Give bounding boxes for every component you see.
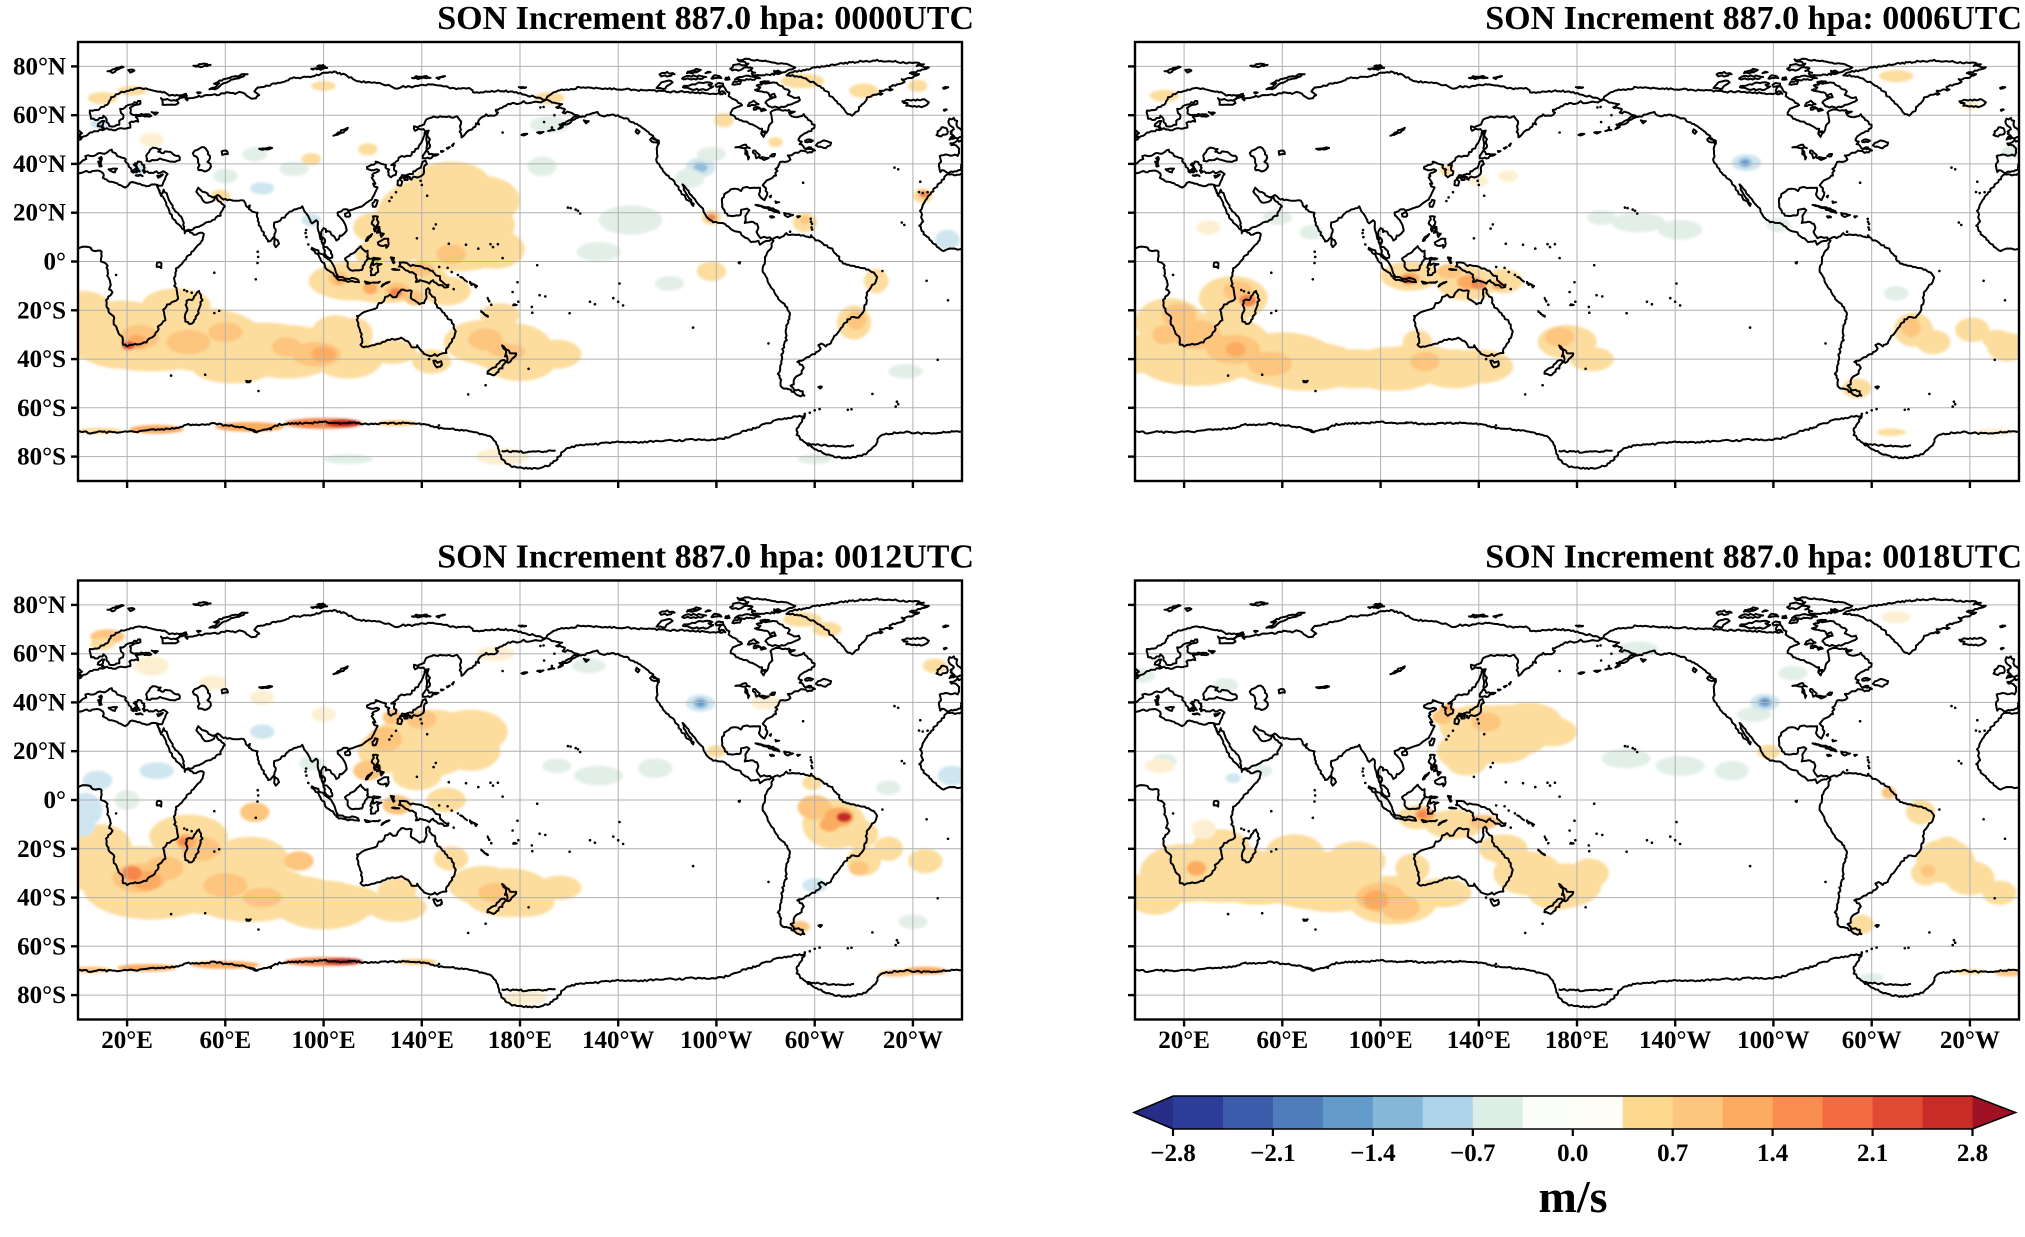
svg-text:60°N: 60°N <box>13 641 66 668</box>
svg-text:60°W: 60°W <box>1842 1027 1902 1054</box>
svg-text:140°W: 140°W <box>1639 1027 1712 1054</box>
svg-text:20°E: 20°E <box>101 1027 153 1054</box>
svg-text:20°N: 20°N <box>13 200 66 227</box>
svg-text:80°N: 80°N <box>13 592 66 619</box>
svg-text:20°W: 20°W <box>883 1027 943 1054</box>
svg-text:40°S: 40°S <box>17 346 66 373</box>
svg-text:180°E: 180°E <box>1545 1027 1609 1054</box>
svg-text:−2.1: −2.1 <box>1250 1140 1296 1167</box>
svg-text:0.0: 0.0 <box>1557 1140 1588 1167</box>
svg-text:SON Increment 887.0 hpa: 0012U: SON Increment 887.0 hpa: 0012UTC <box>437 539 974 576</box>
svg-text:m/s: m/s <box>1539 1171 1608 1222</box>
svg-text:40°N: 40°N <box>13 689 66 716</box>
svg-text:20°W: 20°W <box>1940 1027 2000 1054</box>
svg-text:60°S: 60°S <box>17 395 66 422</box>
svg-text:40°S: 40°S <box>17 885 66 912</box>
svg-text:−1.4: −1.4 <box>1350 1140 1396 1167</box>
svg-text:100°W: 100°W <box>1737 1027 1810 1054</box>
svg-text:SON Increment 887.0 hpa: 0000U: SON Increment 887.0 hpa: 0000UTC <box>437 0 974 37</box>
svg-text:2.8: 2.8 <box>1957 1140 1988 1167</box>
svg-text:20°N: 20°N <box>13 738 66 765</box>
svg-text:2.1: 2.1 <box>1857 1140 1888 1167</box>
svg-text:60°E: 60°E <box>199 1027 251 1054</box>
svg-text:100°W: 100°W <box>680 1027 753 1054</box>
svg-text:60°N: 60°N <box>13 102 66 129</box>
svg-text:0°: 0° <box>44 787 67 814</box>
svg-text:40°N: 40°N <box>13 151 66 178</box>
svg-text:80°N: 80°N <box>13 53 66 80</box>
svg-text:−0.7: −0.7 <box>1450 1140 1496 1167</box>
svg-text:140°E: 140°E <box>390 1027 454 1054</box>
svg-text:SON Increment 887.0 hpa: 0018U: SON Increment 887.0 hpa: 0018UTC <box>1485 539 2022 576</box>
svg-text:180°E: 180°E <box>488 1027 552 1054</box>
svg-text:20°S: 20°S <box>17 836 66 863</box>
svg-text:1.4: 1.4 <box>1757 1140 1789 1167</box>
svg-text:60°W: 60°W <box>785 1027 845 1054</box>
svg-text:20°E: 20°E <box>1158 1027 1210 1054</box>
svg-text:−2.8: −2.8 <box>1150 1140 1196 1167</box>
svg-text:0°: 0° <box>44 249 67 276</box>
svg-text:140°W: 140°W <box>582 1027 655 1054</box>
svg-text:20°S: 20°S <box>17 297 66 324</box>
svg-text:80°S: 80°S <box>17 444 66 471</box>
svg-text:100°E: 100°E <box>1349 1027 1413 1054</box>
svg-text:0.7: 0.7 <box>1657 1140 1688 1167</box>
svg-text:60°S: 60°S <box>17 933 66 960</box>
svg-text:60°E: 60°E <box>1256 1027 1308 1054</box>
svg-text:140°E: 140°E <box>1447 1027 1511 1054</box>
svg-text:80°S: 80°S <box>17 982 66 1009</box>
svg-text:SON Increment 887.0 hpa: 0006U: SON Increment 887.0 hpa: 0006UTC <box>1485 0 2022 37</box>
svg-text:100°E: 100°E <box>292 1027 356 1054</box>
